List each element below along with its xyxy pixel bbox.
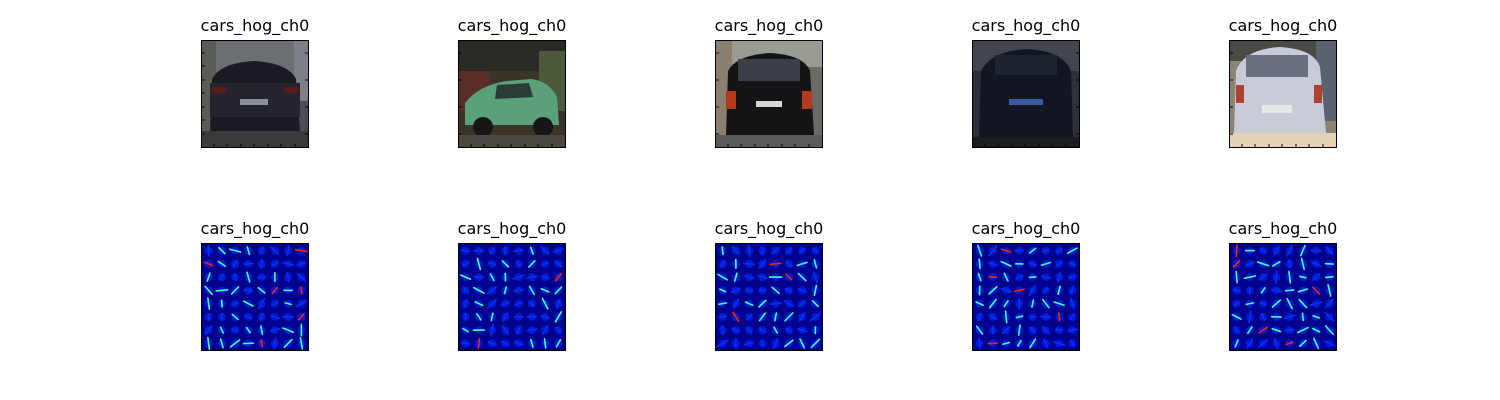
hog-image: [715, 243, 823, 351]
panel-title: cars_hog_ch0: [200, 16, 310, 35]
hog-image: [201, 243, 309, 351]
panel-title: cars_hog_ch0: [457, 219, 567, 238]
panel-title: cars_hog_ch0: [971, 16, 1081, 35]
panel-title: cars_hog_ch0: [1228, 16, 1338, 35]
panel-title: cars_hog_ch0: [971, 219, 1081, 238]
car-image: [715, 40, 823, 148]
hog-panel-4: cars_hog_ch0: [972, 219, 1080, 351]
panel-title: cars_hog_ch0: [714, 16, 824, 35]
photo-panel-5: cars_hog_ch0: [1229, 16, 1337, 148]
hog-panel-5: cars_hog_ch0: [1229, 219, 1337, 351]
panel-title: cars_hog_ch0: [200, 219, 310, 238]
panel-title: cars_hog_ch0: [457, 16, 567, 35]
photo-panel-4: cars_hog_ch0: [972, 16, 1080, 148]
panel-title: cars_hog_ch0: [1228, 219, 1338, 238]
panel-title: cars_hog_ch0: [714, 219, 824, 238]
hog-panel-2: cars_hog_ch0: [458, 219, 566, 351]
car-image: [1229, 40, 1337, 148]
hog-image: [972, 243, 1080, 351]
photo-panel-2: cars_hog_ch0: [458, 16, 566, 148]
car-image: [201, 40, 309, 148]
car-image: [972, 40, 1080, 148]
photo-panel-1: cars_hog_ch0: [201, 16, 309, 148]
hog-image: [1229, 243, 1337, 351]
hog-image: [458, 243, 566, 351]
photo-panel-3: cars_hog_ch0: [715, 16, 823, 148]
hog-panel-1: cars_hog_ch0: [201, 219, 309, 351]
hog-panel-3: cars_hog_ch0: [715, 219, 823, 351]
car-image: [458, 40, 566, 148]
